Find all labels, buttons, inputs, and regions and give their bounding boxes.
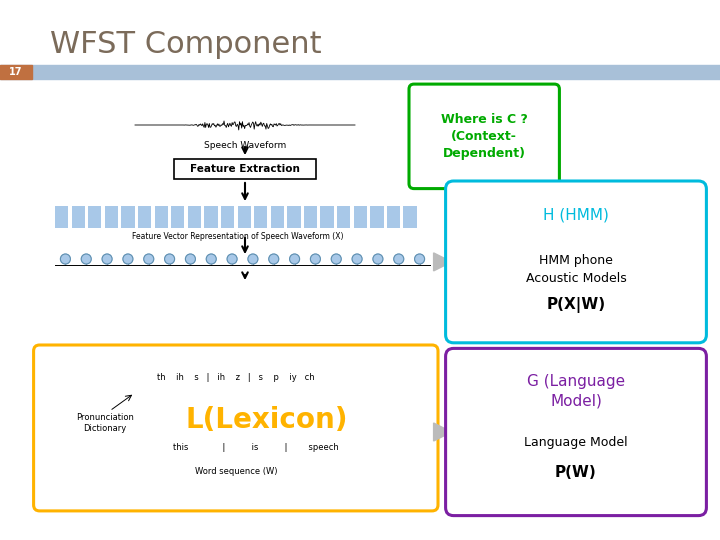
Circle shape (227, 254, 237, 264)
Bar (138, 206, 151, 228)
FancyBboxPatch shape (174, 159, 316, 179)
Bar (287, 206, 300, 228)
Bar (0, 65, 32, 79)
Text: this             |          is          |        speech: this | is | speech (173, 443, 338, 452)
Bar (71, 206, 85, 228)
Bar (171, 206, 184, 228)
Bar (55, 206, 68, 228)
Text: 17: 17 (9, 67, 23, 77)
Circle shape (60, 254, 71, 264)
Bar (320, 206, 334, 228)
Bar (188, 206, 201, 228)
FancyBboxPatch shape (409, 84, 559, 188)
Bar (204, 206, 217, 228)
Circle shape (352, 254, 362, 264)
FancyBboxPatch shape (446, 348, 706, 516)
Text: P(X|W): P(X|W) (546, 297, 606, 313)
Circle shape (248, 254, 258, 264)
Text: P(W): P(W) (555, 464, 597, 480)
FancyBboxPatch shape (446, 181, 706, 343)
Circle shape (165, 254, 174, 264)
Bar (337, 206, 351, 228)
Bar (238, 206, 251, 228)
Text: Speech Waveform: Speech Waveform (204, 141, 286, 150)
Circle shape (102, 254, 112, 264)
Text: Pronunciation
Dictionary: Pronunciation Dictionary (76, 413, 133, 433)
Circle shape (373, 254, 383, 264)
Bar (370, 206, 384, 228)
Bar (105, 206, 118, 228)
Text: Feature Vector Representation of Speech Waveform (X): Feature Vector Representation of Speech … (132, 232, 343, 241)
Circle shape (310, 254, 320, 264)
Circle shape (394, 254, 404, 264)
Bar (0, 65, 720, 79)
Bar (354, 206, 367, 228)
Bar (221, 206, 234, 228)
Bar (433, 258, 435, 266)
Text: Language Model: Language Model (524, 436, 628, 449)
Circle shape (81, 254, 91, 264)
Circle shape (415, 254, 425, 264)
Circle shape (269, 254, 279, 264)
Text: th    ih    s   |   ih    z   |   s    p    iy   ch: th ih s | ih z | s p iy ch (157, 373, 315, 382)
Text: G (Language
Model): G (Language Model) (527, 374, 625, 408)
FancyBboxPatch shape (34, 345, 438, 511)
Bar (155, 206, 168, 228)
Circle shape (331, 254, 341, 264)
Polygon shape (433, 253, 451, 271)
Bar (88, 206, 102, 228)
Circle shape (289, 254, 300, 264)
Bar (387, 206, 400, 228)
Bar (304, 206, 317, 228)
Circle shape (186, 254, 195, 264)
Bar (433, 428, 435, 436)
Text: L(Lexicon): L(Lexicon) (186, 406, 348, 434)
Text: Feature Extraction: Feature Extraction (190, 164, 300, 174)
Text: HMM phone
Acoustic Models: HMM phone Acoustic Models (526, 254, 626, 285)
Circle shape (144, 254, 154, 264)
Circle shape (206, 254, 216, 264)
Text: H (HMM): H (HMM) (543, 207, 609, 222)
Bar (122, 206, 135, 228)
Text: WFST Component: WFST Component (50, 30, 322, 59)
Bar (271, 206, 284, 228)
Text: Word sequence (W): Word sequence (W) (194, 467, 277, 476)
Text: Where is C ?
(Context-
Dependent): Where is C ? (Context- Dependent) (441, 113, 528, 160)
Bar (254, 206, 267, 228)
Bar (403, 206, 417, 228)
Polygon shape (433, 423, 451, 441)
Circle shape (123, 254, 133, 264)
